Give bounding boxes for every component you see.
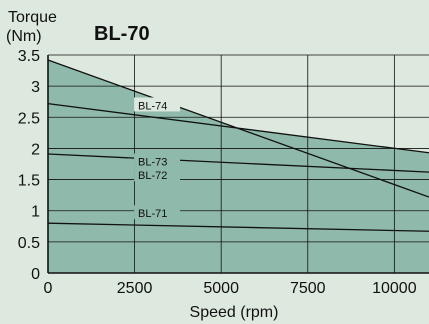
x-tick-label-2: 5000 [203,280,239,297]
series-line-bl-73 [47,102,429,154]
y-tick-label-4: 2 [31,141,40,158]
series-lines [47,59,429,232]
grid-lines [48,54,429,273]
y-tick-label-0: 0 [31,266,40,283]
y-tick-label-2: 1 [31,204,40,221]
series-line-bl-71 [47,222,429,232]
y-tick-label-1: 0.5 [18,235,40,252]
axes [47,55,429,274]
x-tick-label-0: 0 [44,280,53,297]
series-line-bl-72 [47,153,429,173]
shaded-region [48,59,429,274]
y-axis-label-line1: Torque [8,9,57,26]
tick-labels: 0 2500 5000 7500 10000 0 0.5 1 1.5 2 2.5 3 3.5 [18,48,417,297]
x-axis-label: Speed (rpm) [190,304,279,321]
x-tick-label-3: 7500 [290,280,326,297]
series-label-bg-1 [134,153,181,168]
series-label-bl-71: BL-71 [138,208,167,220]
series-label-bl-72: BL-72 [138,170,167,182]
y-tick-label-6: 3 [31,79,40,96]
series-label-bl-74: BL-74 [138,100,167,112]
y-tick-label-3: 1.5 [18,173,40,190]
y-tick-label-7: 3.5 [18,48,40,65]
shaded-envelope [48,59,429,274]
chart-title: BL-70 [94,23,150,45]
series-label-bg-0 [134,97,181,112]
series-label-bg-2 [134,167,181,182]
series-label-bg-3 [134,205,181,220]
y-axis-label-line2: (Nm) [6,28,42,45]
series-label-bl-73: BL-73 [138,157,167,169]
y-tick-label-5: 2.5 [18,110,40,127]
x-tick-label-1: 2500 [117,280,153,297]
x-tick-label-4: 10000 [372,280,417,297]
